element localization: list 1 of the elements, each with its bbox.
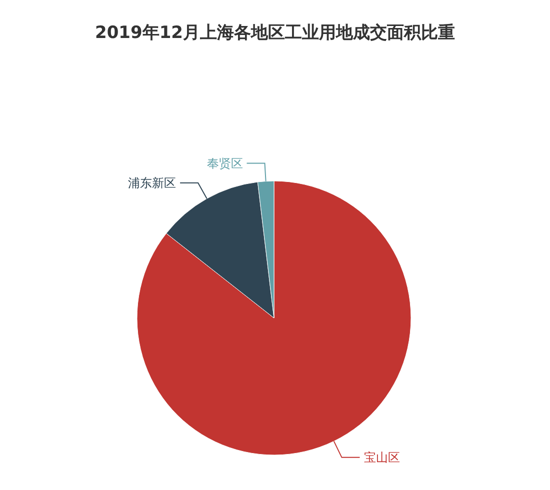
title: 2019年12月上海各地区工业用地成交面积比重	[95, 23, 455, 43]
